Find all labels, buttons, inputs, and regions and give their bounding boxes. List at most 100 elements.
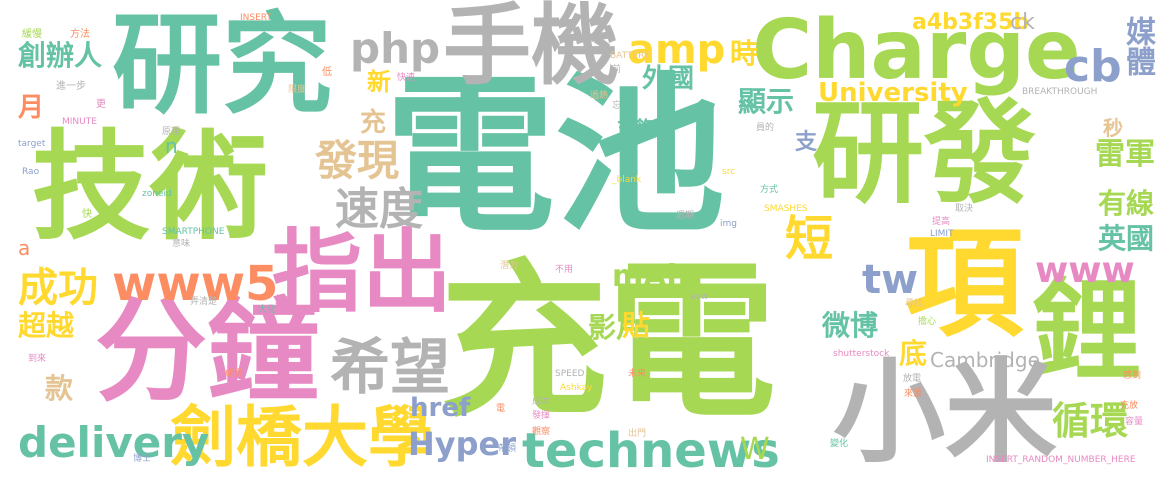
word: 方式 [760,185,779,195]
word: www [1035,250,1135,291]
word: 緩慢 [22,29,42,40]
word: 潛力 [500,261,519,271]
word: 快速 [397,73,416,83]
word: LIMIT [930,229,954,239]
word: 劍橋大學 [170,399,434,476]
word: 外國 [642,64,695,94]
word: 進一步 [56,81,86,92]
word: 限度 [288,85,307,95]
word: University [818,78,968,108]
word: Hyper [408,425,517,463]
word: amp [628,27,726,73]
word: www5 [112,256,279,312]
word: 小米 [833,348,1057,478]
word: delivery [18,418,210,467]
word: a [18,236,31,260]
word: SMARTPHONE [162,227,225,237]
word: 帶領 [498,444,517,454]
word: 提高 [932,217,951,227]
word: 電池 [385,58,726,256]
word: MINUTE [62,117,97,127]
word: 項 [905,215,1024,353]
word: 博士 [133,454,152,464]
word: 影片 [588,311,645,344]
word: cb [1064,41,1122,92]
word: INSERT [240,13,272,23]
word: 弄清楚 [190,297,218,307]
word: ck [1010,10,1035,35]
word: 充放 [1120,401,1139,411]
word: 研發 [812,89,1036,219]
word: 希望 [330,333,450,403]
word: W [740,432,770,467]
word: mAh [612,259,688,294]
word: 焦慮 [275,295,294,305]
word: 快 [82,209,92,220]
word: 觀察 [532,427,551,437]
word: 英國 [1098,222,1155,255]
word: 電 [496,404,506,414]
word: 貼 [622,309,651,342]
word: 媒體 [1120,16,1155,76]
word: 研究 [112,1,332,129]
word: 未來 [628,369,647,379]
word: 來源 [904,389,923,399]
word: 速度 [335,184,423,235]
word: 創辦人 [18,39,103,72]
word: 前 [612,65,622,75]
word: 發現 [315,136,400,185]
word: 分鐘 [95,287,319,417]
word: 支 [795,130,818,155]
word: 感到 [1123,371,1142,381]
word: 原理 [162,127,181,137]
word: 秒 [1103,116,1123,140]
word: 發揮 [532,411,551,421]
word: 指出 [272,220,452,325]
word: 鋰 [1032,266,1142,394]
word: 方法 [70,29,90,40]
word: 超越 [18,309,75,342]
word: avw [690,292,709,302]
word: tw [862,257,919,303]
word: 充電 [440,244,776,440]
word: 雷軍 [1095,137,1155,172]
word: 到來 [28,354,47,364]
word: Cambridge [930,348,1040,372]
word: 員的 [756,123,775,133]
word: php [350,24,441,73]
word: 充 [360,108,387,138]
word: 充飽 [617,118,653,139]
word: Ashkay [560,383,593,393]
word: 款 [45,372,74,405]
word: SPEED [555,369,585,379]
word: shutterstock [833,349,890,359]
word: 容量 [1125,417,1144,427]
word: 有線 [1098,187,1155,220]
word: 成員 [225,369,244,379]
word: 技術 [32,118,269,256]
word: 低 [322,67,332,78]
word: 更 [96,99,106,110]
word: 成功 [18,265,98,311]
word: 短 [785,211,834,267]
word: 忘 [612,101,622,111]
word: 新 [367,68,391,96]
word: 底 [899,337,928,370]
word: 擔心 [918,317,937,327]
word: technews [522,423,780,479]
word: BATTERY [610,51,650,61]
word: 顯示 [738,85,795,118]
word: 大化 [258,305,277,315]
word: 成本 [532,397,551,407]
word: _blank [612,175,642,185]
word: SMASHES [764,204,808,214]
word: a4b3f35b [912,10,1030,35]
word: 循環 [1052,399,1129,443]
word: 手機 [443,0,620,97]
word: BREAKTHROUGH [1022,87,1098,97]
word: 過熱 [590,91,609,101]
word: src [722,167,736,177]
word: 週期 [676,211,695,221]
word: 出門 [628,429,647,439]
